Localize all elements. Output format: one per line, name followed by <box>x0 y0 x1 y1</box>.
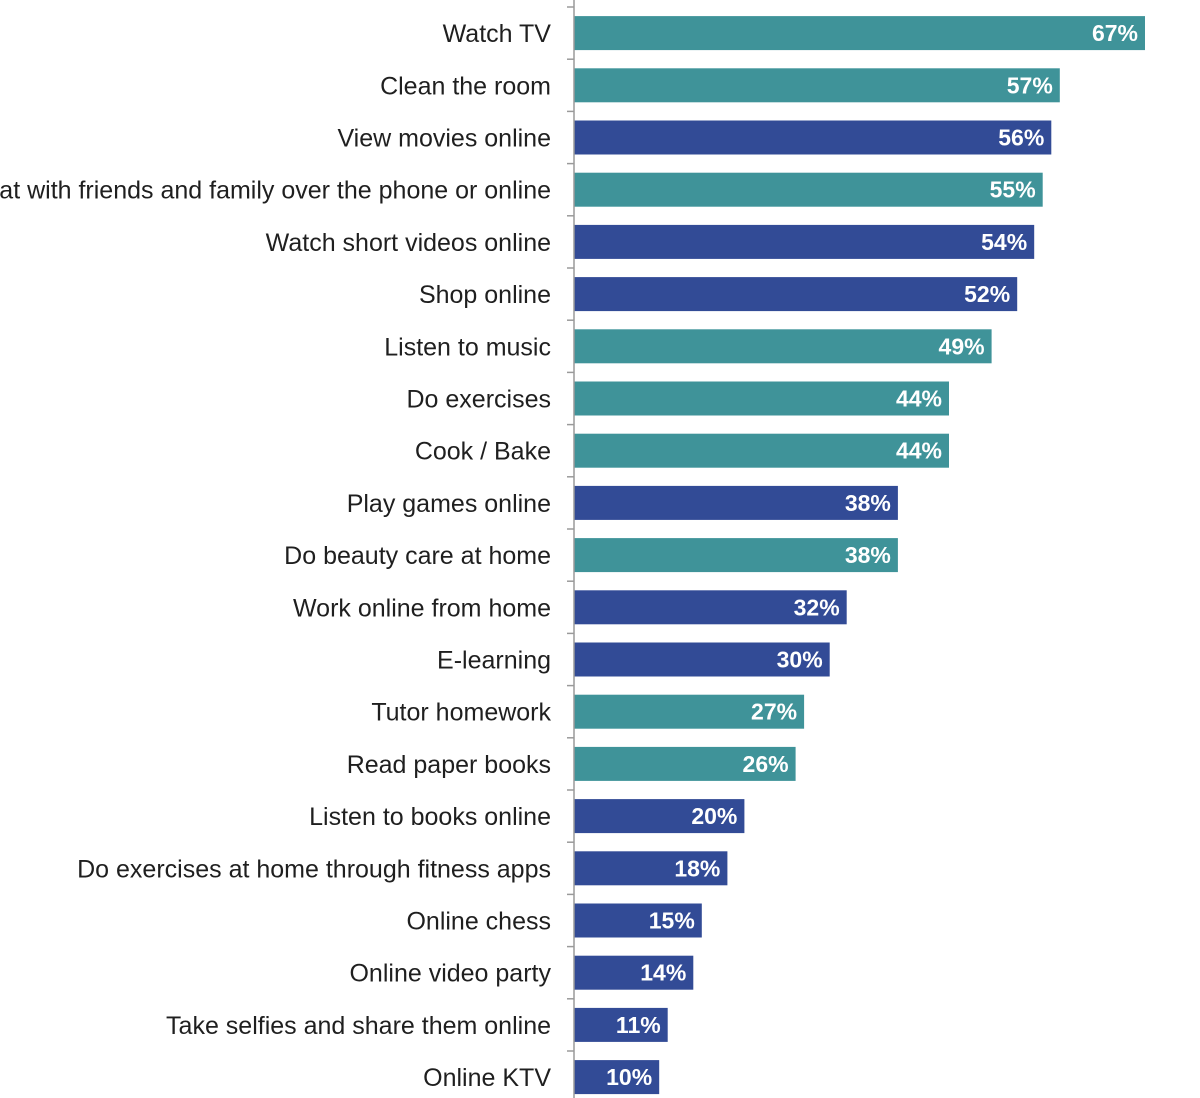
category-label-1: Watch TV <box>443 20 552 48</box>
category-label-11: Do beauty care at home <box>284 542 551 570</box>
category-label-14: Tutor homework <box>371 699 551 727</box>
value-labels: 67%57%56%55%54%52%49%44%44%38%38%32%30%2… <box>606 20 1138 1090</box>
value-label-7: 49% <box>939 333 985 359</box>
y-axis <box>567 0 575 1098</box>
category-label-5: Watch short videos online <box>266 229 551 257</box>
value-label-1: 67% <box>1092 20 1138 46</box>
bar-8 <box>574 381 949 416</box>
value-label-19: 14% <box>640 960 686 986</box>
category-label-12: Work online from home <box>293 594 551 622</box>
bar-21 <box>574 1060 660 1095</box>
bar-5 <box>574 224 1035 259</box>
bar-9 <box>574 433 949 468</box>
bar-15 <box>574 746 796 781</box>
category-labels: Watch TV Clean the room View movies online… <box>0 20 552 1092</box>
value-label-6: 52% <box>964 281 1010 307</box>
bar-13 <box>574 642 830 677</box>
value-label-16: 20% <box>691 803 737 829</box>
category-label-21: Online KTV <box>423 1064 551 1092</box>
value-label-15: 26% <box>743 751 789 777</box>
category-label-20: Take selfies and share them online <box>166 1012 551 1040</box>
value-label-9: 44% <box>896 438 942 464</box>
category-label-16: Listen to books online <box>309 803 551 831</box>
value-label-18: 15% <box>649 908 695 934</box>
value-label-17: 18% <box>674 855 720 881</box>
bar-1 <box>574 16 1145 51</box>
value-label-12: 32% <box>794 594 840 620</box>
bar-11 <box>574 538 898 573</box>
category-label-6: Shop online <box>419 281 551 309</box>
bar-16 <box>574 799 745 834</box>
bar-6 <box>574 277 1018 312</box>
bar-4 <box>574 172 1043 207</box>
bar-2 <box>574 68 1060 103</box>
category-label-2: Clean the room <box>380 72 551 100</box>
bar-18 <box>574 903 702 938</box>
value-label-21: 10% <box>606 1064 652 1090</box>
bar-12 <box>574 590 847 625</box>
bar-17 <box>574 851 728 886</box>
bar-10 <box>574 485 898 520</box>
value-label-2: 57% <box>1007 72 1053 98</box>
value-label-14: 27% <box>751 699 797 725</box>
value-label-5: 54% <box>981 229 1027 255</box>
bar-20 <box>574 1007 668 1042</box>
category-label-4: Chat with friends and family over the ph… <box>0 177 551 205</box>
bar-19 <box>574 955 694 990</box>
value-label-20: 11% <box>616 1012 661 1038</box>
category-label-13: E-learning <box>437 647 551 675</box>
value-label-10: 38% <box>845 490 891 516</box>
bars-layer <box>574 16 1145 1095</box>
bar-7 <box>574 329 992 364</box>
category-label-15: Read paper books <box>347 751 551 779</box>
value-label-3: 56% <box>998 125 1044 151</box>
value-label-11: 38% <box>845 542 891 568</box>
category-label-19: Online video party <box>349 960 551 988</box>
value-label-4: 55% <box>990 177 1036 203</box>
category-label-10: Play games online <box>347 490 551 518</box>
bar-3 <box>574 120 1052 155</box>
value-label-13: 30% <box>777 647 823 673</box>
value-label-8: 44% <box>896 386 942 412</box>
category-label-18: Online chess <box>406 908 551 936</box>
category-label-17: Do exercises at home through fitness app… <box>77 855 551 883</box>
category-label-3: View movies online <box>337 125 551 153</box>
bar-14 <box>574 694 805 729</box>
category-label-7: Listen to music <box>384 333 551 361</box>
category-label-8: Do exercises <box>407 386 552 414</box>
category-label-9: Cook / Bake <box>415 438 551 466</box>
